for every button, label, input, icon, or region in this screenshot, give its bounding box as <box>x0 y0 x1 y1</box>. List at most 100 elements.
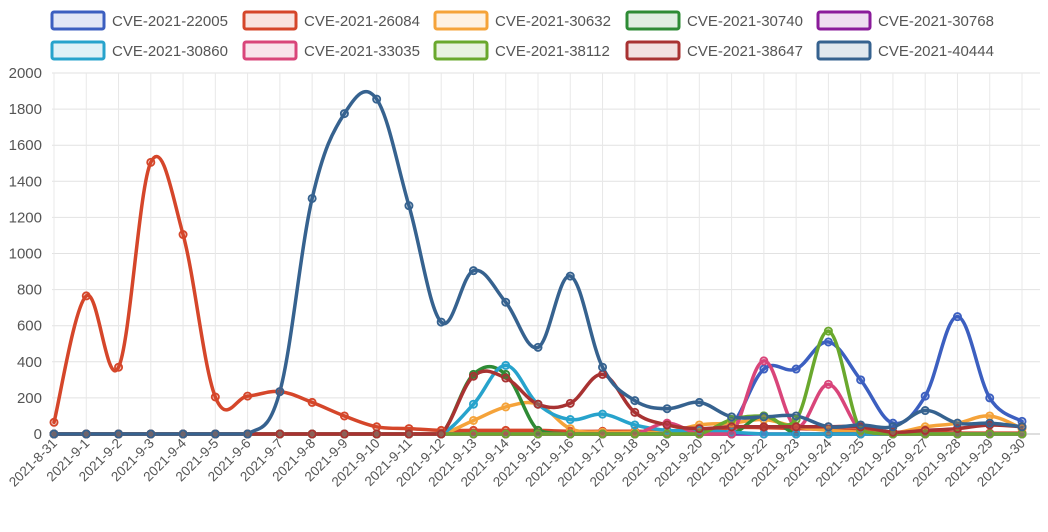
legend-item[interactable]: CVE-2021-30740 <box>625 10 803 31</box>
data-point[interactable] <box>598 409 608 419</box>
data-point[interactable] <box>565 415 575 425</box>
data-point[interactable] <box>307 397 317 407</box>
data-point[interactable] <box>49 417 59 427</box>
data-point[interactable] <box>823 422 833 432</box>
data-point[interactable] <box>727 429 737 439</box>
data-point[interactable] <box>178 230 188 240</box>
data-point[interactable] <box>81 291 91 301</box>
data-point[interactable] <box>694 424 704 434</box>
data-point[interactable] <box>339 109 349 119</box>
data-point[interactable] <box>791 364 801 374</box>
data-point[interactable] <box>598 362 608 372</box>
data-point[interactable] <box>307 193 317 203</box>
data-point[interactable] <box>856 375 866 385</box>
data-point[interactable] <box>210 392 220 402</box>
data-point[interactable] <box>372 422 382 432</box>
data-point[interactable] <box>307 429 317 439</box>
data-point[interactable] <box>372 94 382 104</box>
data-point[interactable] <box>791 429 801 439</box>
data-point[interactable] <box>533 429 543 439</box>
data-point[interactable] <box>952 418 962 428</box>
data-point[interactable] <box>759 356 769 366</box>
legend-item[interactable]: CVE-2021-33035 <box>242 40 420 61</box>
data-point[interactable] <box>791 422 801 432</box>
legend-item[interactable]: CVE-2021-38112 <box>433 40 610 61</box>
data-point[interactable] <box>339 429 349 439</box>
data-point[interactable] <box>985 418 995 428</box>
data-point[interactable] <box>146 157 156 167</box>
data-point[interactable] <box>372 429 382 439</box>
data-point[interactable] <box>823 326 833 336</box>
data-point[interactable] <box>114 429 124 439</box>
data-point[interactable] <box>49 429 59 439</box>
data-point[interactable] <box>920 425 930 435</box>
data-point[interactable] <box>727 412 737 422</box>
data-point[interactable] <box>468 429 478 439</box>
data-point[interactable] <box>662 429 672 439</box>
data-point[interactable] <box>1017 429 1027 439</box>
legend-item[interactable]: CVE-2021-38647 <box>625 40 803 61</box>
data-point[interactable] <box>630 429 640 439</box>
data-point[interactable] <box>404 429 414 439</box>
data-point[interactable] <box>275 387 285 397</box>
data-point[interactable] <box>662 404 672 414</box>
data-point[interactable] <box>210 429 220 439</box>
data-point[interactable] <box>985 393 995 403</box>
data-point[interactable] <box>985 429 995 439</box>
data-point[interactable] <box>565 398 575 408</box>
legend-item[interactable]: CVE-2021-30632 <box>433 10 611 31</box>
data-point[interactable] <box>114 362 124 372</box>
data-point[interactable] <box>565 429 575 439</box>
data-point[interactable] <box>694 397 704 407</box>
data-point[interactable] <box>339 411 349 421</box>
data-point[interactable] <box>501 402 511 412</box>
data-point[interactable] <box>565 271 575 281</box>
data-point[interactable] <box>630 396 640 406</box>
legend-item[interactable]: CVE-2021-22005 <box>50 10 228 31</box>
data-point[interactable] <box>436 429 446 439</box>
data-point[interactable] <box>468 371 478 381</box>
data-point[interactable] <box>598 429 608 439</box>
data-point[interactable] <box>533 399 543 409</box>
data-point[interactable] <box>888 422 898 432</box>
data-point[interactable] <box>436 317 446 327</box>
data-point[interactable] <box>985 411 995 421</box>
data-point[interactable] <box>501 297 511 307</box>
data-point[interactable] <box>630 420 640 430</box>
data-point[interactable] <box>759 429 769 439</box>
data-point[interactable] <box>1017 422 1027 432</box>
data-point[interactable] <box>533 342 543 352</box>
data-point[interactable] <box>759 364 769 374</box>
legend-item[interactable]: CVE-2021-30768 <box>816 10 994 31</box>
legend-item[interactable]: CVE-2021-40444 <box>816 40 994 61</box>
data-point[interactable] <box>468 266 478 276</box>
data-point[interactable] <box>468 415 478 425</box>
legend-item[interactable]: CVE-2021-26084 <box>242 10 420 31</box>
data-point[interactable] <box>727 422 737 432</box>
data-point[interactable] <box>856 420 866 430</box>
data-point[interactable] <box>630 407 640 417</box>
legend-item[interactable]: CVE-2021-30860 <box>50 40 228 61</box>
data-point[interactable] <box>823 379 833 389</box>
data-point[interactable] <box>178 429 188 439</box>
data-point[interactable] <box>81 429 91 439</box>
data-point[interactable] <box>920 391 930 401</box>
data-point[interactable] <box>404 201 414 211</box>
data-point[interactable] <box>146 429 156 439</box>
data-point[interactable] <box>243 391 253 401</box>
data-point[interactable] <box>952 312 962 322</box>
data-point[interactable] <box>823 429 833 439</box>
data-point[interactable] <box>920 406 930 416</box>
data-point[interactable] <box>823 337 833 347</box>
data-point[interactable] <box>759 422 769 432</box>
data-point[interactable] <box>759 412 769 422</box>
data-point[interactable] <box>501 360 511 370</box>
data-point[interactable] <box>501 429 511 439</box>
data-point[interactable] <box>468 399 478 409</box>
data-point[interactable] <box>598 369 608 379</box>
data-point[interactable] <box>662 420 672 430</box>
data-point[interactable] <box>501 373 511 383</box>
data-point[interactable] <box>275 429 285 439</box>
data-point[interactable] <box>243 429 253 439</box>
data-point[interactable] <box>791 411 801 421</box>
